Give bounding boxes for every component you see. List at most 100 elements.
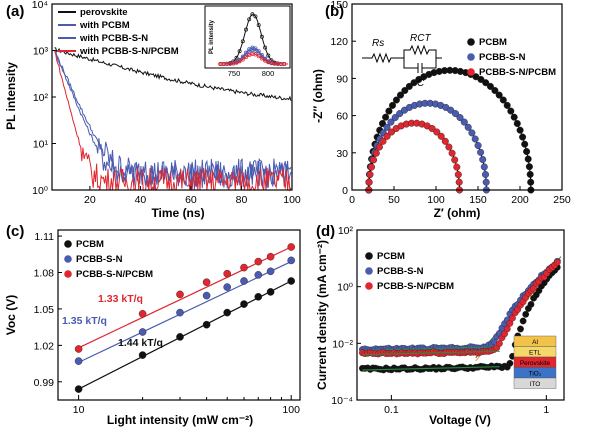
- inset-y-axis-label: PL intensity: [209, 19, 215, 54]
- nyquist-point-pcbm: [527, 178, 535, 186]
- legend-label-pcbb-s-n-pcbm: PCBB-S-N/PCBM: [479, 67, 556, 78]
- legend-label-pcbm: PCBM: [377, 251, 405, 262]
- nyquist-point-pcbb-s-n-pcbm: [379, 137, 387, 145]
- nyquist-point-pcbm: [410, 79, 418, 87]
- nyquist-point-pcbb-s-n-pcbm: [448, 149, 456, 157]
- legend-label-perovskite: perovskite: [80, 7, 128, 18]
- panel-a-y-tick-label-1: 10¹: [33, 139, 49, 151]
- nyquist-point-pcbb-s-n-pcbm: [455, 178, 463, 186]
- decay-trace-with-pcbb-s-n: [54, 50, 292, 188]
- panel-a-x-tick-label-100: 100: [283, 194, 301, 206]
- nyquist-point-pcbm: [401, 86, 409, 94]
- nyquist-point-pcbm: [495, 91, 503, 99]
- panel-d-plot-area: [359, 256, 562, 374]
- nyquist-point-pcbm: [516, 126, 524, 134]
- fit-line-pcbb-s-n: [78, 261, 292, 363]
- inset-point-perovskite: [259, 34, 264, 39]
- nyquist-point-pcbb-s-n: [464, 123, 472, 131]
- voc-point-pcbb-s-n: [138, 328, 147, 336]
- panel-a-x-tick-label-60: 60: [185, 194, 197, 206]
- legend-label-pcbm: PCBM: [479, 37, 507, 48]
- nyquist-point-pcbb-s-n: [391, 114, 399, 122]
- legend-marker-pcbm: [64, 240, 72, 248]
- ohmic-fit-pcbm: [362, 366, 500, 371]
- voc-point-pcbm: [176, 333, 184, 341]
- legend-label-pcbb-s-n: PCBB-S-N: [479, 52, 526, 63]
- nyquist-point-pcbb-s-n-pcbm: [454, 171, 462, 179]
- device-layer-label-etl: ETL: [529, 349, 541, 356]
- inset-point-perovskite: [237, 49, 242, 54]
- nyquist-point-pcbm: [510, 113, 518, 121]
- panel-d-y-axis-label: Current density (mA cm⁻²): [315, 240, 329, 390]
- circuit-rct-label: RCT: [410, 33, 431, 44]
- nyquist-point-pcbb-s-n-pcbm: [366, 171, 374, 179]
- inset-frame: [204, 5, 291, 69]
- panel-b-x-tick-label-200: 200: [511, 194, 529, 206]
- panel-c-y-tick-label-1.08: 1.08: [34, 268, 55, 280]
- legend-marker-pcbb-s-n-pcbm: [365, 282, 373, 290]
- fit-annotation-pcbb-s-n: 1.35 kT/q: [62, 315, 107, 327]
- panel-d-x-ticks: 0.1 1: [384, 395, 549, 416]
- inset-point-with-pcbb-s-n-pcbm: [240, 57, 245, 62]
- panel-b-y-tick-label-60: 60: [336, 111, 348, 123]
- inset-point-with-pcbb-s-n-pcbm: [259, 56, 264, 61]
- nyquist-point-pcbb-s-n: [396, 110, 404, 118]
- voc-point-pcbb-s-n-pcbm: [287, 243, 296, 251]
- nyquist-point-pcbb-s-n-pcbm: [453, 163, 461, 171]
- inset-point-with-pcbb-s-n-pcbm: [234, 60, 239, 65]
- voc-point-pcbb-s-n: [240, 277, 248, 285]
- legend-marker-pcbb-s-n-pcbm: [467, 68, 475, 76]
- panel-d-x-tick-label-0.1: 0.1: [384, 404, 399, 416]
- panel-c-plot-area: [74, 243, 296, 393]
- jv-point-pcbb-s-n-pcbm: [553, 259, 561, 266]
- legend-marker-pcbb-s-n: [467, 53, 475, 61]
- voc-point-pcbb-s-n: [176, 308, 184, 317]
- voc-point-pcbm: [202, 320, 211, 329]
- panel-d-x-axis-label: Voltage (V): [429, 413, 491, 427]
- legend-label-pcbb-s-n-pcbm: PCBB-S-N/PCBM: [76, 269, 153, 280]
- jv-point-pcbm: [517, 325, 524, 333]
- legend-label-pcbb-s-n-pcbm: PCBB-S-N/PCBM: [377, 281, 454, 292]
- panel-b-y-ticks: 0 30 60 90 120 150: [330, 0, 356, 197]
- device-stack-diagram: Al ETL Perovskite TiO₂ ITO: [513, 335, 557, 389]
- inset-point-with-pcbb-s-n-pcbm: [282, 62, 287, 66]
- panel-c: (c) 10 100 0.99 1.02 1.05 1.08 1.11 Light int…: [4, 223, 301, 427]
- inset-point-perovskite: [244, 27, 248, 32]
- panel-d-y-tick-label-1: 10⁻²: [332, 338, 353, 350]
- panel-a: (a) 20 40 60 80 100 10⁰ 10¹ 10² 10³ 10⁴ Time (ns…: [4, 0, 301, 220]
- circuit-c-label: C: [417, 78, 425, 89]
- nyquist-point-pcbb-s-n: [477, 148, 485, 156]
- nyquist-point-pcbb-s-n: [482, 178, 490, 186]
- device-layer-label-ito: ITO: [530, 381, 541, 388]
- nyquist-point-pcbm: [486, 82, 494, 90]
- nyquist-point-pcbm: [379, 119, 387, 127]
- panel-b-x-axis-label: Z′ (ohm): [434, 206, 481, 220]
- panel-b-x-tick-label-150: 150: [469, 194, 487, 206]
- jv-point-pcbm: [527, 301, 535, 308]
- inset-point-perovskite: [266, 53, 271, 58]
- inset-point-with-pcbb-s-n-pcbm: [263, 58, 268, 63]
- decay-trace-perovskite: [54, 47, 292, 101]
- panel-d-legend: PCBM PCBB-S-N PCBB-S-N/PCBM: [365, 251, 454, 292]
- nyquist-point-pcbb-s-n-pcbm: [372, 149, 380, 157]
- equivalent-circuit-diagram: Rs RCT C: [362, 33, 442, 89]
- device-layer-label-tio: TiO₂: [529, 370, 542, 377]
- panel-b-plot-area: [365, 66, 535, 194]
- panel-c-x-tick-label-100: 100: [282, 404, 300, 416]
- nyquist-point-pcbm: [519, 133, 527, 141]
- panel-b-y-tick-label-120: 120: [330, 36, 348, 48]
- nyquist-point-pcbb-s-n-pcbm: [437, 132, 445, 140]
- panel-b-legend: PCBM PCBB-S-N PCBB-S-N/PCBM: [467, 37, 556, 78]
- panel-a-x-tick-label-80: 80: [236, 194, 248, 206]
- panel-c-x-axis-label: Light intensity (mW cm⁻²): [107, 413, 253, 427]
- inset-point-perovskite: [256, 23, 261, 28]
- legend-label-with-pcbm: with PCBM: [79, 20, 130, 31]
- nyquist-point-pcbb-s-n-pcbm: [375, 143, 383, 151]
- inset-point-with-pcbb-s-n: [247, 49, 252, 54]
- voc-point-pcbb-s-n-pcbm: [176, 290, 184, 299]
- voc-point-pcbb-s-n: [266, 267, 275, 276]
- nyquist-point-pcbb-s-n: [456, 114, 464, 122]
- inset-x-tick-800: 800: [262, 69, 275, 78]
- panel-a-y-ticks: 10⁰ 10¹ 10² 10³ 10⁴: [32, 0, 56, 197]
- nyquist-point-pcbb-s-n-pcbm: [388, 128, 396, 136]
